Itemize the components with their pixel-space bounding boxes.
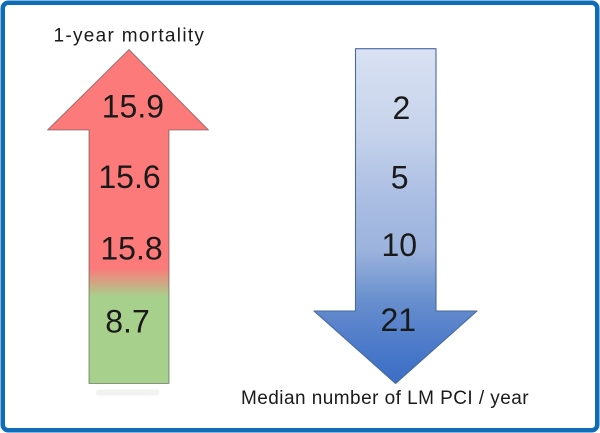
svg-text:15.8: 15.8 <box>100 230 162 266</box>
svg-text:8.7: 8.7 <box>105 304 149 340</box>
svg-text:1-year mortality: 1-year mortality <box>54 26 206 47</box>
svg-text:Median number of LM PCI / year: Median number of LM PCI / year <box>241 388 529 409</box>
svg-text:2: 2 <box>393 90 411 126</box>
svg-text:15.9: 15.9 <box>102 89 164 125</box>
svg-text:5: 5 <box>391 160 409 196</box>
svg-text:10: 10 <box>382 227 418 263</box>
svg-text:21: 21 <box>381 302 417 338</box>
svg-text:15.6: 15.6 <box>98 159 160 195</box>
